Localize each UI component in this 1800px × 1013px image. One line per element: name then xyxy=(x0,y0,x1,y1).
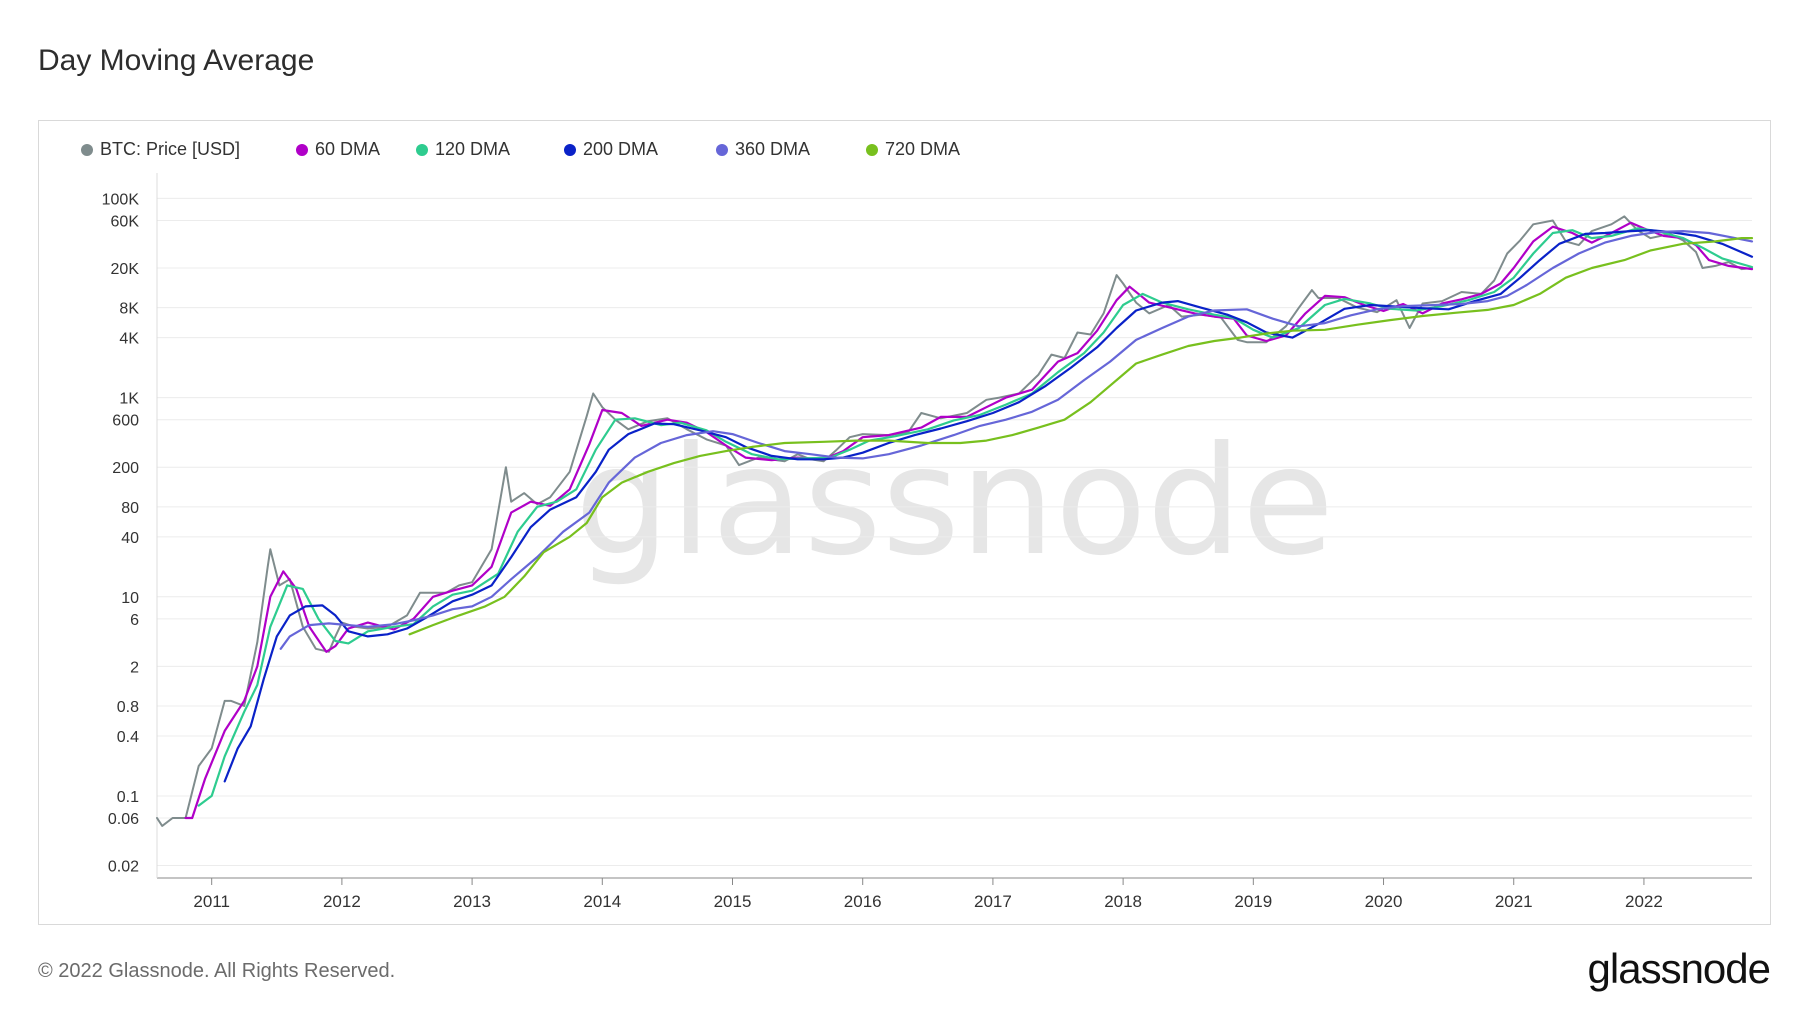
x-tick-label: 2017 xyxy=(974,892,1012,911)
x-tick-label: 2012 xyxy=(323,892,361,911)
legend-swatch xyxy=(716,143,728,156)
x-tick-label: 2021 xyxy=(1495,892,1533,911)
x-tick-label: 2016 xyxy=(844,892,882,911)
legend-swatch xyxy=(564,143,576,156)
legend-item[interactable]: 200 DMA xyxy=(564,139,716,160)
legend-label: 360 DMA xyxy=(735,139,811,159)
legend-item[interactable]: BTC: Price [USD] xyxy=(81,139,296,160)
y-tick-label: 80 xyxy=(121,500,139,517)
legend-label: 120 DMA xyxy=(435,139,511,159)
y-tick-label: 40 xyxy=(121,530,139,547)
chart-plot: glassnode100K60K20K8K4K1K600200804010620… xyxy=(102,173,1754,911)
y-tick-label: 600 xyxy=(112,413,139,430)
x-tick-label: 2013 xyxy=(453,892,491,911)
chart-legend: BTC: Price [USD] 60 DMA 120 DMA 200 DMA 360 … xyxy=(81,139,986,160)
legend-item[interactable]: 120 DMA xyxy=(416,139,564,160)
y-tick-label: 0.1 xyxy=(117,789,139,806)
watermark-text: glassnode xyxy=(575,415,1334,589)
y-tick-label: 2 xyxy=(130,659,139,676)
legend-label: BTC: Price [USD] xyxy=(100,139,241,159)
x-tick-label: 2011 xyxy=(193,892,230,911)
y-tick-label: 0.4 xyxy=(117,729,139,746)
legend-item[interactable]: 60 DMA xyxy=(296,139,416,160)
legend-swatch xyxy=(296,143,308,156)
y-tick-label: 200 xyxy=(112,460,139,477)
y-tick-label: 60K xyxy=(111,214,140,231)
y-tick-label: 1K xyxy=(119,391,139,408)
x-tick-label: 2019 xyxy=(1234,892,1272,911)
y-tick-label: 0.02 xyxy=(108,859,139,876)
page-title: Day Moving Average xyxy=(38,44,315,77)
y-tick-label: 6 xyxy=(130,612,139,629)
series-line-360-dma xyxy=(279,230,1754,650)
x-tick-label: 2020 xyxy=(1365,892,1403,911)
series-line-120-dma xyxy=(197,227,1754,807)
legend-label: 60 DMA xyxy=(315,139,381,159)
x-tick-label: 2015 xyxy=(714,892,752,911)
y-tick-label: 20K xyxy=(111,261,140,278)
series-line-720-dma xyxy=(408,237,1754,636)
legend-item[interactable]: 720 DMA xyxy=(866,139,986,160)
x-tick-label: 2014 xyxy=(583,892,621,911)
series-line-200-dma xyxy=(223,229,1754,783)
legend-item[interactable]: 360 DMA xyxy=(716,139,866,160)
y-tick-label: 8K xyxy=(119,301,139,318)
y-tick-label: 4K xyxy=(119,331,139,348)
x-tick-label: 2022 xyxy=(1625,892,1663,911)
glassnode-logo[interactable]: glassnode xyxy=(1587,945,1771,992)
legend-label: 200 DMA xyxy=(583,139,659,159)
x-tick-label: 2018 xyxy=(1104,892,1142,911)
y-tick-label: 100K xyxy=(102,191,140,208)
y-tick-label: 0.8 xyxy=(117,699,139,716)
legend-label: 720 DMA xyxy=(885,139,961,159)
y-tick-label: 10 xyxy=(121,590,139,607)
legend-swatch xyxy=(866,143,878,156)
y-tick-label: 0.06 xyxy=(108,811,139,828)
legend-swatch xyxy=(81,143,93,156)
chart-frame: glassnode 100K 60K 20K 8K 4K 1K 600 200 80 40 10 6 2 0… xyxy=(38,120,1771,925)
copyright-text: © 2022 Glassnode. All Rights Reserved. xyxy=(38,960,396,982)
legend-swatch xyxy=(416,143,428,156)
